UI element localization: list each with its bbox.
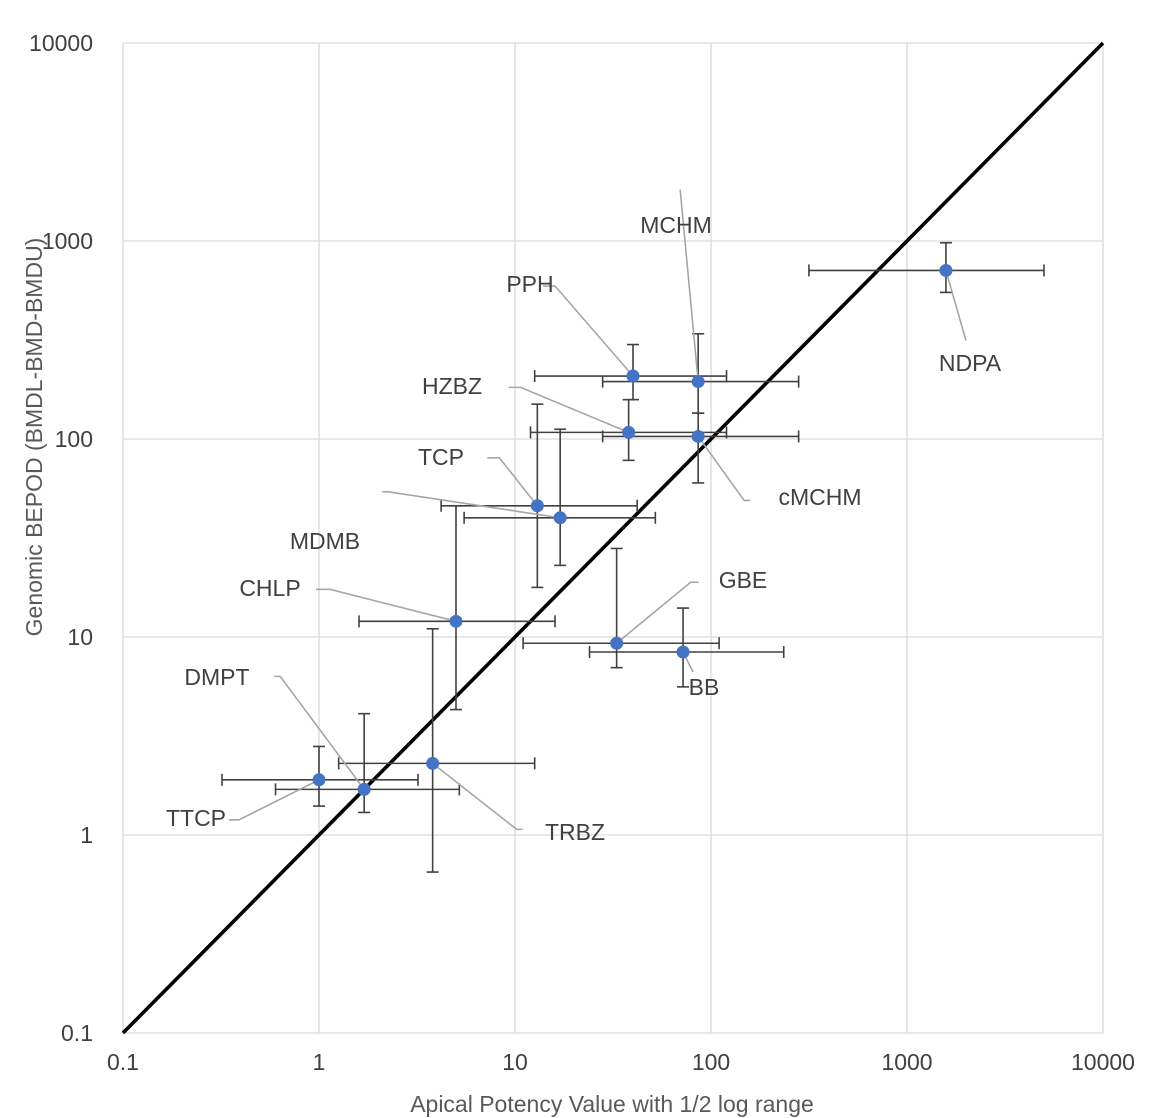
x-tick-label: 100 xyxy=(692,1049,730,1075)
leader-line-pph xyxy=(543,285,634,377)
data-point-dmpt xyxy=(357,782,371,796)
y-tick-label: 10000 xyxy=(29,30,93,56)
leader-line-hzbz xyxy=(508,386,629,434)
data-point-bb xyxy=(676,645,690,659)
data-point-tcp xyxy=(530,499,544,513)
reference-line-layer xyxy=(121,41,1105,1035)
x-tick-label: 1000 xyxy=(881,1049,932,1075)
leader-line-chlp xyxy=(315,588,457,623)
data-points-layer xyxy=(312,263,953,796)
point-label-trbz: TRBZ xyxy=(545,819,605,845)
leader-line-mdmb xyxy=(382,490,561,519)
leader-line-ttcp xyxy=(229,779,320,821)
point-label-cmchm: cMCHM xyxy=(778,484,861,510)
point-label-mdmb: MDMB xyxy=(290,528,360,554)
error-bars-layer xyxy=(221,241,1045,873)
point-label-hzbz: HZBZ xyxy=(422,373,482,399)
data-point-chlp xyxy=(449,614,463,628)
data-point-mchm xyxy=(691,375,705,389)
point-label-dmpt: DMPT xyxy=(184,664,249,690)
leader-line-cmchm xyxy=(697,435,751,502)
y-tick-label: 10 xyxy=(67,624,93,650)
data-point-cmchm xyxy=(691,429,705,443)
point-label-tcp: TCP xyxy=(418,444,464,470)
leader-line-dmpt xyxy=(274,675,365,790)
leader-lines-layer xyxy=(229,189,967,831)
y-axis-title: Genomic BEPOD (BMDL-BMD-BMDU) xyxy=(21,238,47,637)
x-tick-label: 1 xyxy=(313,1049,326,1075)
leader-line-ndpa xyxy=(945,270,967,341)
y-tick-label: 100 xyxy=(55,426,93,452)
point-label-chlp: CHLP xyxy=(239,575,300,601)
y-tick-label: 0.1 xyxy=(61,1020,93,1046)
leader-line-mchm xyxy=(679,189,699,382)
y-tick-label: 1000 xyxy=(42,228,93,254)
point-label-mchm: MCHM xyxy=(640,212,712,238)
x-axis-title: Apical Potency Value with 1/2 log range xyxy=(410,1091,814,1117)
data-point-gbe xyxy=(610,636,624,650)
point-label-pph: PPH xyxy=(506,271,553,297)
point-label-bb: BB xyxy=(689,674,720,700)
data-point-hzbz xyxy=(622,425,636,439)
point-labels-layer: NDPA MCHM PPH HZBZ cMCHM TCP MDMB CHLP GBE BB DMPT… xyxy=(166,212,1002,845)
x-tick-label: 10000 xyxy=(1071,1049,1135,1075)
tick-labels-layer: 0.1 1 10 100 1000 10000 0.1 1 10 100 1000 10000 xyxy=(29,30,1135,1075)
point-label-ttcp: TTCP xyxy=(166,805,226,831)
identity-reference-line xyxy=(121,41,1105,1035)
y-tick-label: 1 xyxy=(80,822,93,848)
data-point-pph xyxy=(626,369,640,383)
x-tick-label: 0.1 xyxy=(107,1049,139,1075)
leader-line-trbz xyxy=(432,762,523,831)
gridlines xyxy=(122,42,1104,1034)
data-point-ndpa xyxy=(939,263,953,277)
data-point-ttcp xyxy=(312,773,326,787)
point-label-gbe: GBE xyxy=(719,567,768,593)
leader-line-gbe xyxy=(616,581,699,644)
point-label-ndpa: NDPA xyxy=(939,350,1002,376)
leader-line-tcp xyxy=(487,456,538,507)
x-tick-label: 10 xyxy=(502,1049,528,1075)
data-point-trbz xyxy=(426,756,440,770)
data-point-mdmb xyxy=(553,511,567,525)
